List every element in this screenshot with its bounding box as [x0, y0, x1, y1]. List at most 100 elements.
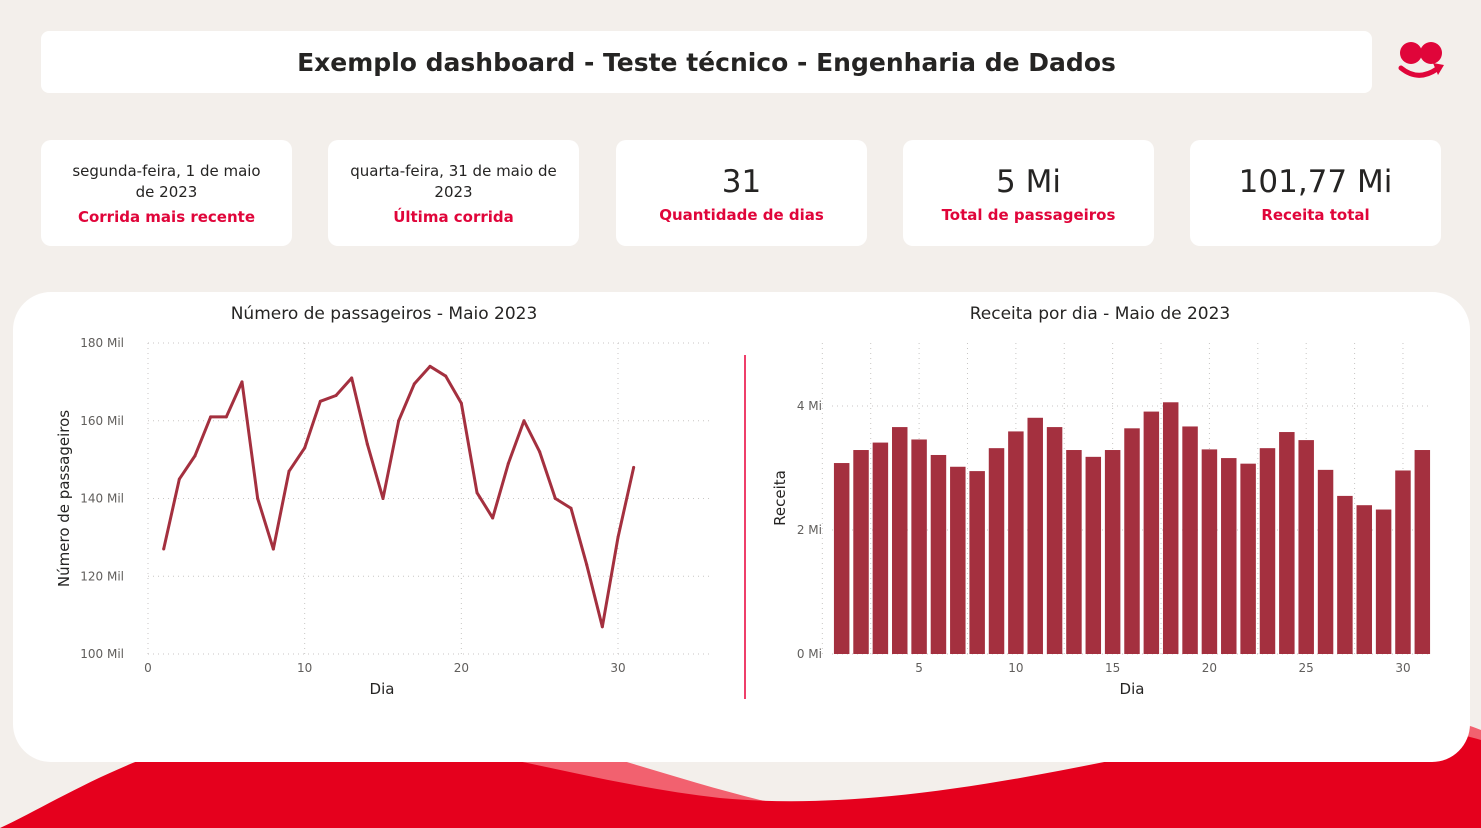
data-point	[303, 446, 307, 450]
kpi-label: Corrida mais recente	[77, 207, 256, 226]
line-chart-title: Número de passageiros - Maio 2023	[230, 304, 538, 324]
revenue-bar	[1259, 448, 1276, 654]
data-point	[444, 374, 448, 378]
data-point	[287, 469, 291, 473]
revenue-bar	[1143, 411, 1160, 654]
kpi-card-passengers: 5 Mi Total de passageiros	[903, 140, 1154, 246]
revenue-bar	[853, 450, 869, 654]
data-point	[397, 419, 401, 423]
revenue-bar	[1240, 463, 1256, 654]
revenue-bar-chart: 0 Mi 2 Mi 4 Mi 5 10 15 20 25 30 Dia Receita	[771, 343, 1432, 698]
revenue-bar	[1337, 495, 1353, 654]
kpi-card-last-ride: quarta-feira, 31 de maio de 2023 Última …	[328, 140, 579, 246]
revenue-bar	[1008, 431, 1024, 654]
revenue-bar	[1221, 458, 1237, 654]
data-point	[553, 497, 557, 500]
revenue-bar	[950, 466, 966, 654]
y-tick-label: 100 Mil	[80, 647, 124, 661]
y-tick-label: 4 Mi	[797, 399, 822, 413]
data-point	[193, 454, 197, 458]
x-tick-label: 10	[1008, 661, 1023, 675]
revenue-bar	[1375, 509, 1392, 654]
kpi-label: Quantidade de dias	[659, 205, 824, 224]
brand-logo-icon	[1398, 42, 1444, 78]
data-point	[365, 442, 369, 446]
data-point	[538, 450, 542, 454]
kpi-label: Receita total	[1261, 205, 1370, 224]
y-tick-label: 120 Mil	[80, 569, 124, 583]
revenue-bar	[1027, 417, 1043, 654]
revenue-bar	[1279, 432, 1295, 654]
data-point	[256, 497, 260, 500]
data-point	[616, 535, 620, 539]
y-tick-label: 2 Mi	[797, 523, 822, 537]
data-point	[428, 364, 432, 368]
data-point	[381, 497, 385, 500]
data-point	[209, 415, 213, 419]
data-point	[585, 563, 589, 567]
revenue-bar	[1201, 449, 1218, 654]
data-point	[600, 625, 604, 629]
y-axis-label: Receita	[771, 470, 789, 526]
data-point	[412, 382, 416, 386]
data-point	[506, 462, 510, 466]
data-point	[632, 465, 636, 469]
passengers-line-chart: 100 Mil 120 Mil 140 Mil 160 Mil 180 Mil 0 10 20…	[55, 336, 712, 698]
data-point	[475, 491, 479, 495]
x-axis-label: Dia	[370, 680, 395, 698]
kpi-card-first-ride: segunda-feira, 1 de maio de 2023 Corrida…	[41, 140, 292, 246]
revenue-bar	[1298, 440, 1314, 654]
data-point	[177, 477, 181, 481]
revenue-bar	[1162, 402, 1179, 654]
kpi-value: segunda-feira, 1 de maio de 2023	[72, 161, 261, 201]
revenue-bar	[1317, 469, 1334, 654]
revenue-bar	[988, 448, 1005, 654]
revenue-bar	[1356, 505, 1372, 654]
title-bar: Exemplo dashboard - Teste técnico - Enge…	[41, 31, 1372, 93]
kpi-value: 31	[721, 163, 762, 200]
x-tick-label: 15	[1105, 661, 1120, 675]
data-point	[350, 376, 354, 380]
x-tick-label: 20	[1202, 661, 1217, 675]
x-tick-label: 30	[610, 661, 625, 675]
data-point	[569, 506, 573, 510]
revenue-bar	[969, 471, 985, 654]
x-tick-label: 30	[1395, 661, 1410, 675]
kpi-value: quarta-feira, 31 de maio de 2023	[350, 161, 557, 201]
chart-separator	[744, 355, 746, 699]
x-tick-label: 5	[915, 661, 923, 675]
kpi-label: Total de passageiros	[941, 205, 1116, 224]
revenue-bar	[892, 427, 908, 654]
kpi-value: 101,77 Mi	[1238, 163, 1393, 200]
data-point	[224, 415, 228, 419]
y-tick-label: 180 Mil	[80, 336, 124, 350]
data-point	[318, 399, 322, 403]
revenue-bar	[1066, 450, 1082, 654]
revenue-bar	[872, 442, 889, 654]
revenue-bar	[1046, 427, 1063, 654]
revenue-bar	[1414, 450, 1431, 654]
kpi-card-days: 31 Quantidade de dias	[616, 140, 867, 246]
revenue-bar	[833, 463, 850, 654]
data-point	[162, 547, 166, 551]
y-axis-label: Número de passageiros	[55, 410, 73, 587]
bar-chart-title: Receita por dia - Maio de 2023	[969, 304, 1231, 324]
x-tick-label: 0	[144, 661, 152, 675]
y-tick-label: 0 Mi	[797, 647, 822, 661]
x-tick-label: 20	[454, 661, 469, 675]
revenue-bar	[1085, 456, 1102, 654]
data-point	[240, 380, 244, 384]
revenue-bar	[1104, 450, 1121, 654]
passengers-series-line	[162, 364, 636, 629]
kpi-value: 5 Mi	[996, 163, 1061, 200]
data-point	[459, 401, 463, 405]
data-point	[522, 419, 526, 423]
kpi-label: Última corrida	[393, 207, 514, 226]
x-tick-label: 25	[1299, 661, 1314, 675]
x-tick-label: 10	[297, 661, 312, 675]
x-axis-label: Dia	[1120, 680, 1145, 698]
revenue-bar	[1182, 426, 1198, 654]
kpi-card-revenue: 101,77 Mi Receita total	[1190, 140, 1441, 246]
revenue-bar	[1395, 470, 1411, 654]
data-point	[334, 393, 338, 397]
